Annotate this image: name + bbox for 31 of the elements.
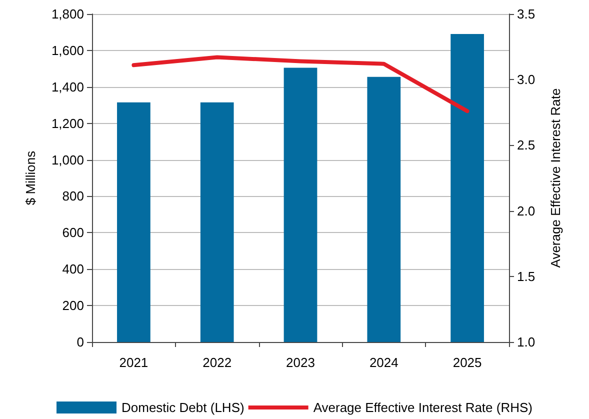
y-tick-label: 0 xyxy=(76,334,84,350)
y-tick-label: 1,600 xyxy=(51,42,84,58)
y-tick-label: 1,200 xyxy=(51,116,84,131)
y2-tick-label: 1.5 xyxy=(517,268,536,284)
legend-label: Domestic Debt (LHS) xyxy=(122,400,244,415)
y2-tick-label: 2.5 xyxy=(517,138,536,153)
y2-tick-label: 3.5 xyxy=(517,6,536,22)
y2-tick-label: 3.0 xyxy=(517,72,536,88)
y-tick-label: 600 xyxy=(62,225,84,240)
y2-tick-label: 2.0 xyxy=(517,203,536,218)
y-tick-label: 1,800 xyxy=(51,6,84,22)
y-axis-title: $ Millions xyxy=(23,150,38,206)
x-tick-label: 2024 xyxy=(369,355,398,370)
y-tick-label: 400 xyxy=(62,262,84,277)
line-series xyxy=(132,55,470,114)
bar xyxy=(117,102,150,342)
bar xyxy=(367,76,401,342)
legend-label: Average Effective Interest Rate (RHS) xyxy=(313,400,532,415)
bar xyxy=(284,68,318,342)
bar xyxy=(450,34,484,342)
y-tick-label: 1,000 xyxy=(51,152,84,168)
x-tick-label: 2025 xyxy=(452,355,482,370)
y-tick-label: 800 xyxy=(62,188,84,204)
y2-axis-title: Average Effective Interest Rate xyxy=(548,88,563,268)
x-tick-label: 2022 xyxy=(202,355,232,370)
bar xyxy=(200,102,234,342)
x-tick-label: 2021 xyxy=(119,355,148,370)
y-tick-label: 200 xyxy=(62,298,84,314)
y-tick-label: 1,400 xyxy=(51,79,84,94)
y2-tick-label: 1.0 xyxy=(517,334,536,350)
x-tick-label: 2023 xyxy=(286,355,315,370)
